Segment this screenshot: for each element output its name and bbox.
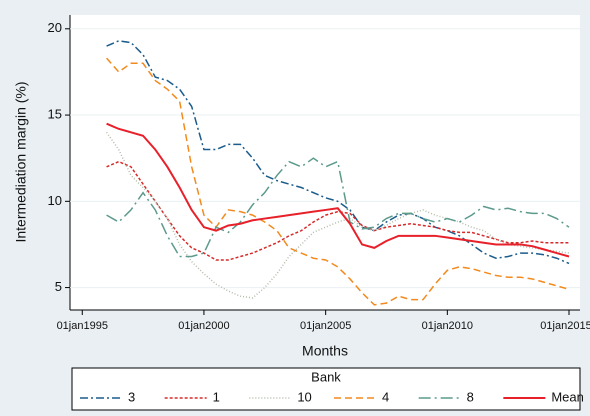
x-axis-title: Months	[302, 343, 348, 359]
legend-title: Bank	[311, 369, 341, 384]
legend-label: Mean	[551, 389, 584, 404]
x-tick-label: 01jan1995	[57, 320, 108, 332]
series-line	[106, 122, 570, 258]
x-tick-label: 01jan2000	[178, 320, 229, 332]
y-tick-label: 20	[48, 20, 62, 35]
y-axis-title: Intermediation margin (%)	[13, 81, 29, 242]
series-line	[106, 160, 570, 261]
legend-label: 10	[297, 389, 311, 404]
series-line	[105, 131, 570, 299]
x-tick-label: 01jan2005	[300, 320, 351, 332]
x-tick-label: 01jan2015	[540, 320, 590, 332]
legend-label: 4	[382, 389, 389, 404]
y-tick-label: 15	[48, 106, 62, 121]
legend-label: 1	[213, 389, 220, 404]
series-line	[106, 157, 570, 258]
plot-area	[70, 15, 580, 310]
legend-label: 3	[128, 389, 135, 404]
y-tick-label: 5	[55, 279, 62, 294]
y-tick-label: 10	[48, 193, 62, 208]
legend-box	[71, 367, 581, 411]
series-line	[106, 40, 570, 265]
legend-label: 8	[467, 389, 474, 404]
x-tick-label: 01jan2010	[422, 320, 473, 332]
